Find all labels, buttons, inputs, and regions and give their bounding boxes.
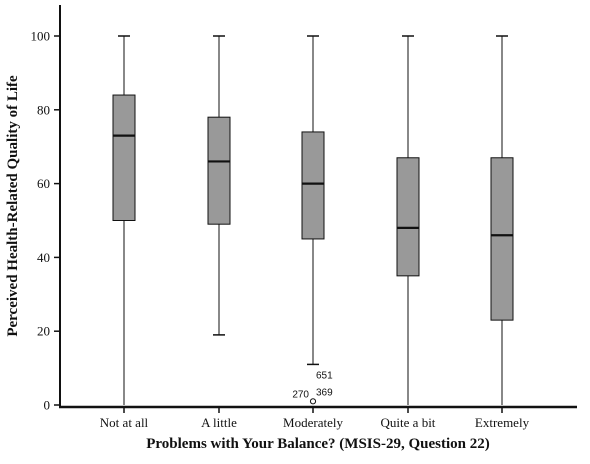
outlier-label: 369 xyxy=(316,387,333,398)
outlier: 270 651 369 xyxy=(292,370,333,405)
iqr-box xyxy=(396,157,420,277)
iqr-box xyxy=(112,94,136,221)
outlier-point xyxy=(309,398,317,405)
outlier-label: 270 xyxy=(292,389,309,400)
iqr-box xyxy=(207,116,231,225)
y-tick-label: 20 xyxy=(37,324,50,339)
box-extremely xyxy=(490,35,514,405)
y-tick-label: 100 xyxy=(31,29,51,44)
outlier-label: 651 xyxy=(316,370,333,381)
x-axis-title: Problems with Your Balance? (MSIS-29, Qu… xyxy=(146,436,489,452)
x-tick-label: Quite a bit xyxy=(381,415,436,430)
y-tick-label: 80 xyxy=(37,102,50,117)
y-tick-label: 60 xyxy=(37,176,50,191)
y-tick-label: 40 xyxy=(37,250,50,265)
outliers: 270 651 369 xyxy=(292,370,333,405)
box-not-at-all xyxy=(112,35,136,405)
iqr-box xyxy=(490,157,514,321)
x-tick-label: Moderately xyxy=(283,415,343,430)
x-tick-label: Not at all xyxy=(100,415,149,430)
x-tick-label: Extremely xyxy=(475,415,530,430)
box-moderately xyxy=(301,35,325,366)
y-ticks: 0 20 40 60 80 100 xyxy=(31,29,60,413)
box-a-little xyxy=(207,35,231,336)
axes: 0 20 40 60 80 100 Not at all A little Moderatel… xyxy=(31,5,577,430)
x-ticks: Not at all A little Moderately Quite a bit E… xyxy=(100,407,530,430)
y-axis-title: Perceived Health-Related Quality of Life xyxy=(5,75,21,337)
y-tick-label: 0 xyxy=(44,398,51,413)
boxes xyxy=(112,35,514,405)
box-quite-a-bit xyxy=(396,35,420,405)
x-tick-label: A little xyxy=(201,415,237,430)
iqr-box xyxy=(301,131,325,240)
